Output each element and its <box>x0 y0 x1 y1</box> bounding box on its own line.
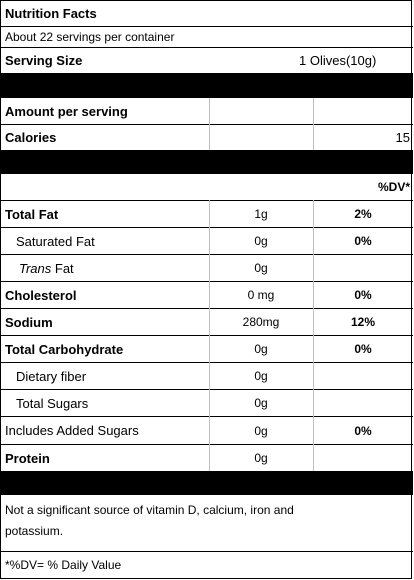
footnote-row: Not a significant source of vitamin D, c… <box>1 495 413 551</box>
nutrient-amount: 0 mg <box>247 288 275 302</box>
nutrient-row-sodium: Sodium 280mg 12% <box>1 308 413 335</box>
nutrient-name: Saturated Fat <box>16 233 95 249</box>
nutrient-name: Protein <box>5 450 50 466</box>
column-divider <box>313 98 314 150</box>
nutrient-amount: 280mg <box>242 315 280 329</box>
nutrient-amount: 0g <box>254 234 268 248</box>
nutrient-row-total-sugars: Total Sugars 0g <box>1 389 413 416</box>
nutrient-row-total-carbohydrate: Total Carbohydrate 0g 0% <box>1 335 413 362</box>
nutrient-amount: 0g <box>254 369 268 383</box>
label-title: Nutrition Facts <box>5 6 97 21</box>
dv-column-header: %DV* <box>377 180 410 194</box>
footnote-text: Not a significant source of vitamin D, c… <box>5 503 294 538</box>
nutrient-row-cholesterol: Cholesterol 0 mg 0% <box>1 281 413 308</box>
serving-size-label: Serving Size <box>5 53 83 68</box>
nutrient-row-protein: Protein 0g <box>1 444 413 471</box>
nutrient-amount: 0g <box>254 396 268 410</box>
nutrient-dv: 12% <box>350 315 376 329</box>
nutrient-dv <box>313 255 413 281</box>
dv-footnote: *%DV= % Daily Value <box>5 558 122 572</box>
nutrient-amount: 0g <box>254 451 268 465</box>
nutrient-name: Dietary fiber <box>16 368 87 384</box>
nutrient-row-added-sugars: Includes Added Sugars 0g 0% <box>1 416 413 444</box>
nutrient-amount: 0g <box>254 261 268 275</box>
nutrient-amount: 0g <box>254 342 268 356</box>
calories-row: Calories 15 <box>1 124 413 150</box>
divider-bar <box>1 73 413 98</box>
nutrient-amount: 1g <box>254 207 268 221</box>
column-divider <box>313 200 314 471</box>
calories-label: Calories <box>5 130 57 145</box>
servings-per-container: About 22 servings per container <box>5 30 175 44</box>
column-divider <box>209 200 210 471</box>
nutrient-name: Total Carbohydrate <box>5 341 124 357</box>
nutrient-dv: 0% <box>354 423 372 438</box>
dv-header-row: %DV* <box>1 174 413 200</box>
nutrient-name: Includes Added Sugars <box>5 423 139 438</box>
nutrient-dv: 0% <box>354 342 372 356</box>
nutrient-dv: 2% <box>354 207 372 221</box>
nutrient-dv <box>313 363 413 389</box>
nutrient-dv: 0% <box>354 288 372 302</box>
nutrient-row-total-fat: Total Fat 1g 2% <box>1 200 413 227</box>
nutrient-name: Total Fat <box>5 206 59 222</box>
serving-size-row: Serving Size 1 Olives(10g) <box>1 47 413 73</box>
nutrient-dv <box>313 445 413 471</box>
nutrient-name: Cholesterol <box>5 287 77 303</box>
nutrient-row-saturated-fat: Saturated Fat 0g 0% <box>1 227 413 254</box>
calories-value: 15 <box>395 130 410 145</box>
amount-per-serving-row: Amount per serving <box>1 98 413 124</box>
nutrient-name: Sodium <box>5 314 53 330</box>
amount-per-serving-heading: Amount per serving <box>5 103 128 119</box>
title-row: Nutrition Facts <box>1 1 413 26</box>
servings-row: About 22 servings per container <box>1 26 413 47</box>
nutrient-name: Trans Fat <box>19 255 74 281</box>
nutrient-dv: 0% <box>354 234 372 248</box>
dv-footnote-row: *%DV= % Daily Value <box>1 551 413 578</box>
divider-bar <box>1 471 413 495</box>
serving-size-value: 1 Olives(10g) <box>299 53 377 68</box>
nutrient-row-trans-fat: Trans Fat 0g <box>1 254 413 281</box>
nutrient-name-italic: Trans <box>19 260 52 276</box>
nutrient-name: Total Sugars <box>16 395 89 411</box>
nutrient-amount: 0g <box>254 423 268 438</box>
column-divider <box>209 98 210 150</box>
divider-bar <box>1 150 413 174</box>
nutrient-row-dietary-fiber: Dietary fiber 0g <box>1 362 413 389</box>
nutrient-name-rest: Fat <box>51 260 74 276</box>
nutrient-dv <box>313 390 413 416</box>
